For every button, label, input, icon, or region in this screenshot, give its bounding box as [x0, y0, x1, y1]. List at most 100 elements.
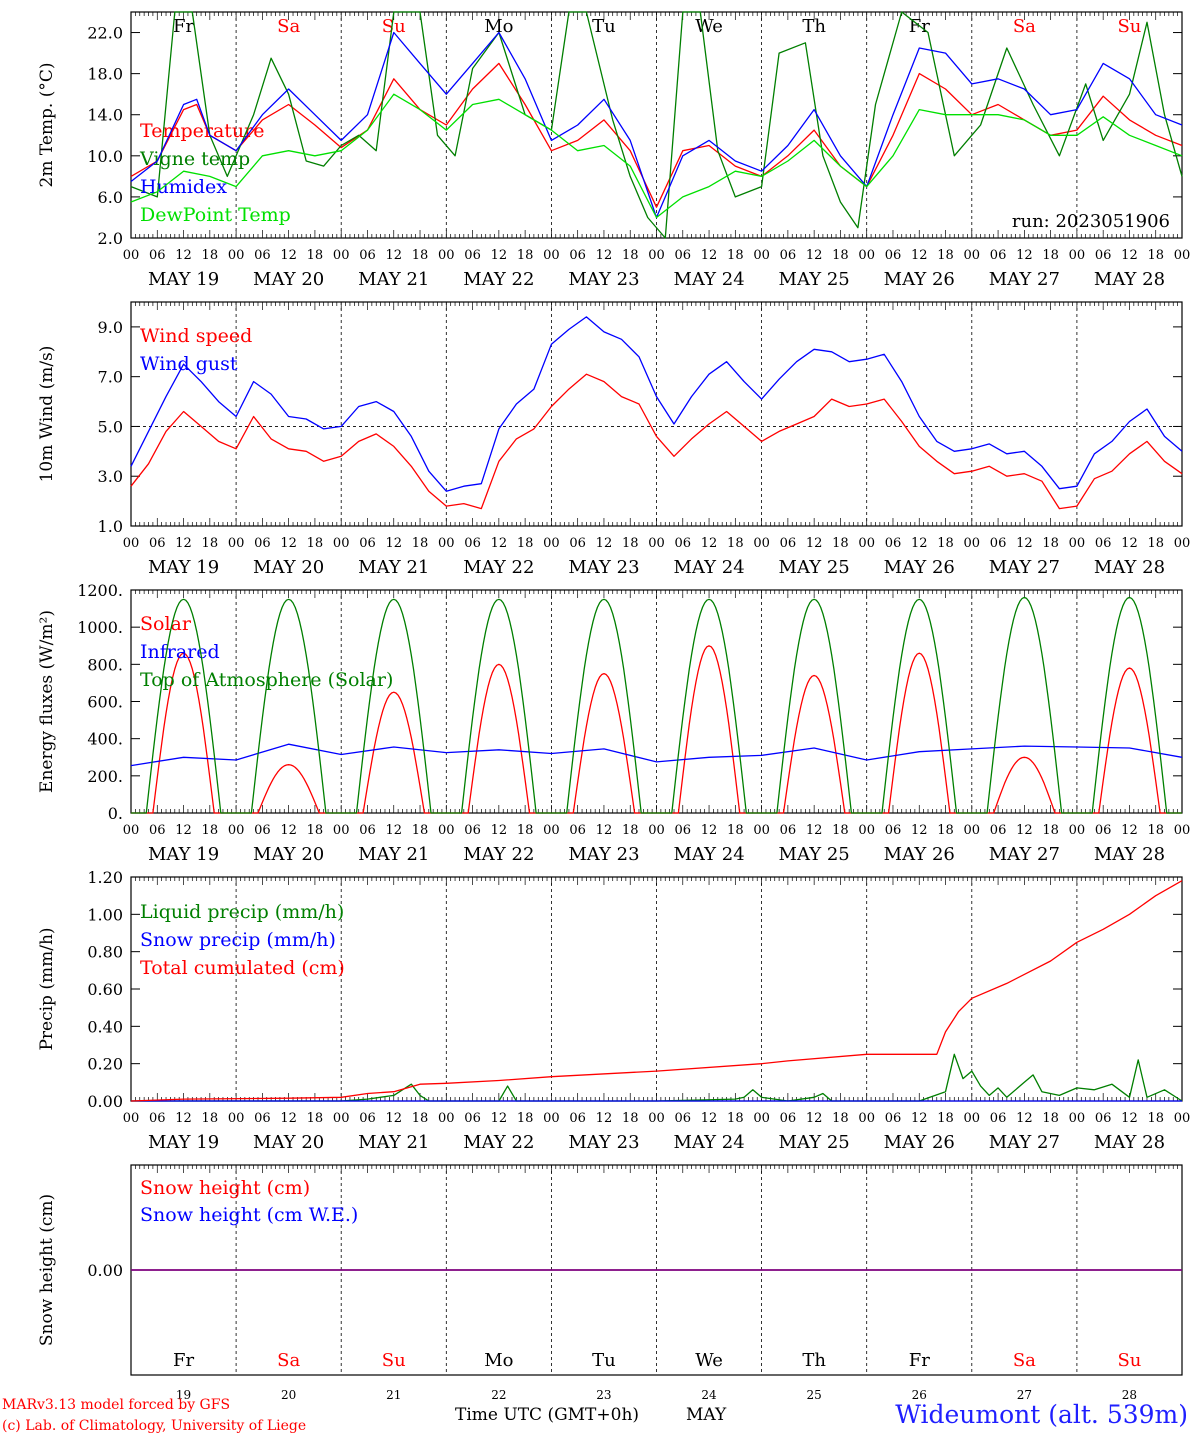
hour-tick-label: 18	[832, 1111, 849, 1126]
hour-tick-label: 00	[1174, 248, 1191, 263]
weekday-label: Su	[1117, 1350, 1141, 1371]
hour-tick-label: 18	[1042, 536, 1059, 551]
hour-tick-label: 12	[175, 823, 192, 838]
hour-tick-label: 06	[359, 1111, 376, 1126]
hour-tick-label: 06	[885, 248, 902, 263]
hour-tick-label: 06	[569, 536, 586, 551]
date-label: MAY 21	[358, 557, 429, 578]
hour-tick-label: 06	[149, 536, 166, 551]
station-label: Wideumont (alt. 539m)	[895, 1400, 1188, 1429]
hour-tick-label: 18	[517, 536, 534, 551]
date-label: MAY 21	[358, 1132, 429, 1153]
series-line-energy	[130, 743, 1183, 767]
hour-tick-label: 12	[806, 1111, 823, 1126]
hour-tick-label: 06	[359, 823, 376, 838]
hour-tick-label: 00	[648, 248, 665, 263]
hour-tick-label: 12	[1121, 1111, 1138, 1126]
weekday-label: Su	[1117, 16, 1141, 37]
hour-tick-label: 12	[175, 1111, 192, 1126]
hour-tick-label: 18	[937, 536, 954, 551]
hour-tick-label: 12	[701, 248, 718, 263]
y-tick-label: 800.	[87, 655, 123, 674]
y-tick-label: 7.0	[98, 368, 123, 387]
hour-tick-label: 00	[123, 823, 140, 838]
hour-tick-label: 18	[832, 823, 849, 838]
hour-tick-label: 06	[990, 536, 1007, 551]
legend-label: Humidex	[140, 176, 227, 198]
hour-tick-label: 18	[727, 248, 744, 263]
weekday-label: Sa	[277, 1350, 300, 1371]
hour-tick-label: 06	[780, 536, 797, 551]
y-axis-label-snow: Snow height (cm)	[37, 1194, 57, 1346]
hour-tick-label: 00	[1069, 1111, 1086, 1126]
y-tick-label: 400.	[87, 730, 123, 749]
date-label: MAY 27	[989, 844, 1060, 865]
hour-tick-label: 12	[1016, 248, 1033, 263]
day-number-label: 25	[807, 1388, 822, 1402]
hour-tick-label: 12	[491, 536, 508, 551]
hour-tick-label: 00	[543, 823, 560, 838]
hour-tick-label: 18	[727, 536, 744, 551]
hour-tick-label: 18	[1147, 1111, 1164, 1126]
hour-tick-label: 00	[123, 1111, 140, 1126]
hour-tick-label: 18	[307, 536, 324, 551]
hour-tick-label: 06	[359, 536, 376, 551]
hour-tick-label: 00	[858, 823, 875, 838]
legend-label: Wind gust	[140, 353, 238, 375]
hour-tick-label: 06	[254, 823, 271, 838]
hour-tick-label: 12	[1016, 536, 1033, 551]
hour-tick-label: 18	[622, 1111, 639, 1126]
hour-tick-label: 06	[675, 248, 692, 263]
date-label: MAY 21	[358, 269, 429, 290]
weekday-label: Sa	[1013, 16, 1036, 37]
hour-tick-label: 06	[1095, 1111, 1112, 1126]
hour-tick-label: 18	[517, 823, 534, 838]
y-tick-label: 2.0	[98, 229, 123, 248]
hour-tick-label: 12	[280, 536, 297, 551]
hour-tick-label: 18	[727, 1111, 744, 1126]
hour-tick-label: 12	[385, 248, 402, 263]
hour-tick-label: 06	[254, 1111, 271, 1126]
day-number-label: 22	[491, 1388, 506, 1402]
date-label: MAY 25	[779, 1132, 850, 1153]
y-tick-label: 1.20	[87, 868, 123, 887]
hour-tick-label: 00	[123, 536, 140, 551]
weekday-label: Sa	[1013, 1350, 1036, 1371]
hour-tick-label: 12	[1121, 248, 1138, 263]
y-tick-label: 0.40	[87, 1017, 123, 1036]
weekday-label: Mo	[484, 1350, 513, 1371]
hour-tick-label: 18	[1042, 248, 1059, 263]
hour-tick-label: 00	[543, 536, 560, 551]
date-label: MAY 26	[884, 844, 955, 865]
hour-tick-label: 18	[1147, 823, 1164, 838]
hour-tick-label: 00	[333, 248, 350, 263]
y-tick-label: 600.	[87, 693, 123, 712]
hour-tick-label: 18	[517, 248, 534, 263]
date-label: MAY 19	[148, 844, 219, 865]
legend-label: Liquid precip (mm/h)	[140, 901, 344, 923]
y-tick-label: 3.0	[98, 467, 123, 486]
hour-tick-label: 18	[307, 248, 324, 263]
hour-tick-label: 12	[385, 823, 402, 838]
hour-tick-label: 06	[569, 248, 586, 263]
legend-label: Infrared	[140, 641, 220, 663]
hour-tick-label: 18	[307, 1111, 324, 1126]
hour-tick-label: 06	[1095, 248, 1112, 263]
hour-tick-label: 00	[228, 248, 245, 263]
hour-tick-label: 06	[990, 1111, 1007, 1126]
hour-tick-label: 18	[202, 1111, 219, 1126]
weekday-label: Fr	[909, 1350, 930, 1371]
y-tick-label: 6.0	[98, 188, 123, 207]
date-label: MAY 28	[1094, 844, 1165, 865]
hour-tick-label: 00	[228, 1111, 245, 1126]
weekday-label: Su	[382, 1350, 406, 1371]
hour-tick-label: 18	[412, 823, 429, 838]
hour-tick-label: 12	[491, 1111, 508, 1126]
hour-tick-label: 18	[202, 823, 219, 838]
weekday-label: Su	[382, 16, 406, 37]
hour-tick-label: 00	[1069, 823, 1086, 838]
hour-tick-label: 06	[464, 1111, 481, 1126]
weekday-label: Th	[802, 1350, 826, 1371]
hour-tick-label: 18	[937, 823, 954, 838]
hour-tick-label: 12	[596, 1111, 613, 1126]
